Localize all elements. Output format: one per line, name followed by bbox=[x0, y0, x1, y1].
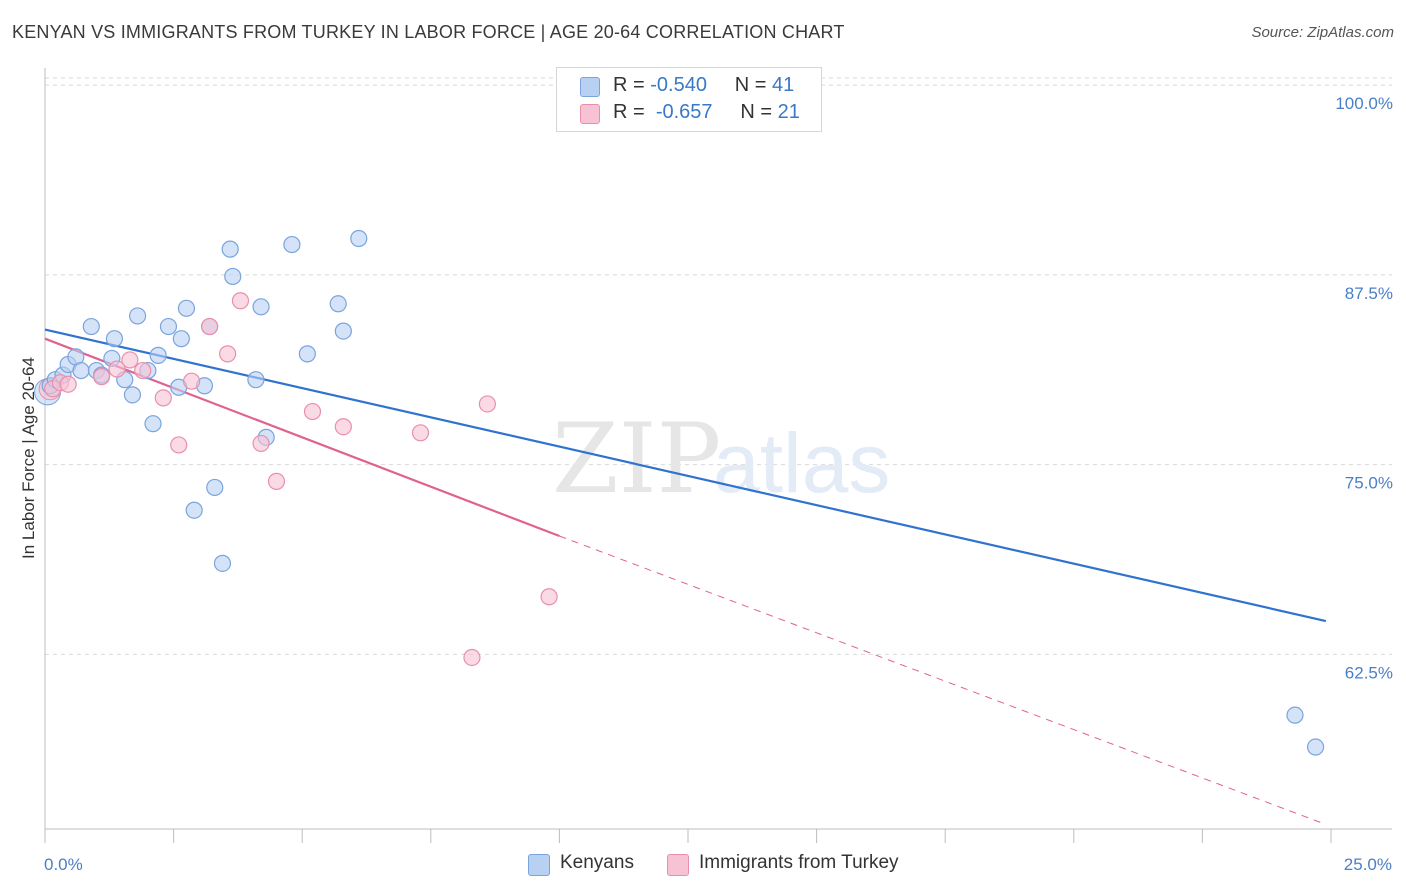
kenyans-point bbox=[105, 330, 124, 348]
kenyans-point bbox=[221, 240, 239, 258]
kenyans-point bbox=[128, 307, 147, 325]
trend-line-turkey bbox=[44, 337, 560, 538]
turkey-point bbox=[252, 434, 270, 453]
kenyans-point bbox=[144, 415, 162, 433]
kenyans-point bbox=[334, 322, 352, 340]
x-tick-label: 25.0% bbox=[1344, 855, 1392, 874]
legend-n-label: N = bbox=[740, 101, 773, 123]
kenyans-point bbox=[1306, 738, 1325, 756]
y-tick-label: 75.0% bbox=[1345, 474, 1393, 493]
kenyans-point bbox=[82, 317, 100, 336]
kenyans-point bbox=[177, 299, 196, 317]
turkey-point bbox=[540, 588, 558, 606]
stats-legend: R = -0.540 N = 41 R = -0.657 N = 21 bbox=[556, 67, 822, 132]
turkey-point bbox=[334, 418, 352, 436]
turkey-point bbox=[267, 472, 286, 490]
kenyans-point bbox=[329, 295, 347, 313]
y-tick-label: 100.0% bbox=[1335, 94, 1393, 113]
kenyans-point bbox=[172, 330, 190, 348]
kenyans-point bbox=[1286, 706, 1304, 724]
trend-line-turkey bbox=[559, 535, 1327, 825]
legend-swatch-kenyans bbox=[580, 77, 600, 97]
turkey-point bbox=[92, 368, 111, 386]
y-tick-label: 62.5% bbox=[1345, 663, 1393, 682]
legend-stats-turkey: R = -0.657 N = 21 bbox=[613, 101, 800, 124]
legend-n-value: 21 bbox=[777, 101, 800, 123]
turkey-point bbox=[108, 360, 126, 378]
turkey-point bbox=[231, 292, 250, 310]
turkey-point bbox=[121, 351, 139, 369]
turkey-point bbox=[463, 648, 481, 667]
grid-layer bbox=[45, 77, 1392, 655]
legend-r-label: R = bbox=[613, 74, 645, 96]
legend-r-value: -0.657 bbox=[655, 101, 713, 123]
turkey-point bbox=[478, 395, 496, 413]
kenyans-point bbox=[298, 345, 316, 363]
kenyans-point bbox=[206, 478, 224, 497]
legend-stats-kenyans: R = -0.540 N = 41 bbox=[613, 74, 794, 97]
kenyans-point bbox=[213, 554, 232, 572]
legend-swatch-turkey bbox=[580, 104, 600, 124]
turkey-point bbox=[303, 402, 322, 421]
kenyans-point bbox=[159, 317, 178, 336]
legend-label-turkey: Immigrants from Turkey bbox=[699, 852, 899, 873]
legend-swatch-turkey bbox=[667, 854, 689, 876]
chart-source: Source: ZipAtlas.com bbox=[1251, 24, 1394, 41]
y-axis-label: In Labor Force | Age 20-64 bbox=[19, 357, 38, 559]
kenyans-point bbox=[123, 386, 142, 404]
legend-r-label: R = bbox=[613, 101, 645, 123]
chart-title: KENYAN VS IMMIGRANTS FROM TURKEY IN LABO… bbox=[12, 22, 845, 42]
legend-n-label: N = bbox=[734, 74, 767, 96]
kenyans-point bbox=[252, 298, 270, 316]
kenyans-point bbox=[72, 361, 90, 380]
legend-swatch-kenyans bbox=[528, 854, 550, 876]
series-legend: Kenyans Immigrants from Turkey bbox=[0, 852, 1406, 878]
turkey-point bbox=[219, 345, 237, 363]
trend-line-kenyans bbox=[44, 328, 1327, 623]
turkey-point bbox=[134, 361, 152, 380]
turkey-point bbox=[201, 317, 219, 336]
turkey-point bbox=[59, 375, 77, 393]
watermark-atlas: atlas bbox=[713, 416, 890, 510]
turkey-point bbox=[154, 389, 172, 407]
kenyans-point bbox=[185, 501, 203, 519]
legend-label-kenyans: Kenyans bbox=[560, 852, 634, 873]
watermark-zip: ZIP bbox=[552, 403, 721, 515]
turkey-point bbox=[183, 372, 201, 390]
kenyans-point bbox=[224, 267, 242, 286]
legend-r-value: -0.540 bbox=[650, 74, 707, 96]
y-tick-label: 87.5% bbox=[1345, 284, 1393, 303]
kenyans-point bbox=[350, 229, 368, 248]
turkey-point bbox=[170, 436, 188, 454]
watermark-layer: ZIP atlas bbox=[552, 403, 890, 515]
turkey-point bbox=[411, 424, 430, 442]
kenyans-point bbox=[283, 235, 301, 254]
kenyans-point bbox=[247, 371, 265, 389]
legend-n-value: 41 bbox=[772, 74, 795, 96]
axis-layer: 100.0% 87.5% 75.0% 62.5% 0.0% 25.0% bbox=[44, 68, 1393, 874]
kenyans-point bbox=[149, 346, 167, 364]
x-tick-label: 0.0% bbox=[44, 855, 83, 874]
